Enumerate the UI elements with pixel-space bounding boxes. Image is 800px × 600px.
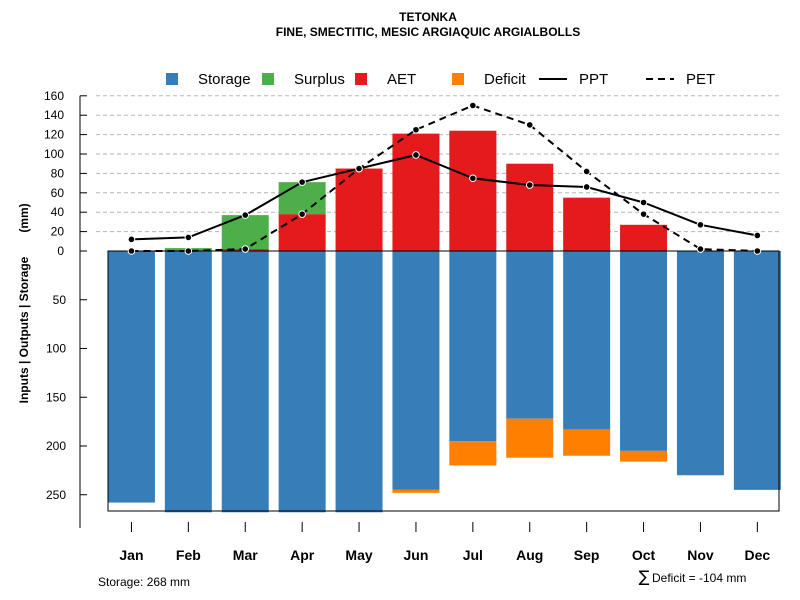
legend-label-pet: PET — [686, 71, 715, 88]
pet-point — [469, 101, 477, 110]
bar-surplus — [278, 182, 326, 215]
bar-aet — [278, 214, 326, 251]
pet-point — [753, 247, 762, 255]
legend-label-aet: AET — [387, 71, 416, 88]
sum-icon: ∑ — [639, 567, 650, 586]
storage-note: Storage: 268 mm — [98, 575, 190, 589]
legend-swatch-deficit — [452, 73, 464, 85]
pet-point — [298, 210, 306, 218]
chart-title: TETONKA — [399, 10, 457, 24]
y-axis-label: Inputs | Outputs | Storage — [17, 256, 31, 403]
pet-point — [184, 247, 193, 255]
bar-surplus — [221, 215, 269, 250]
pet-point — [412, 125, 420, 134]
ppt-point — [127, 235, 136, 244]
x-tick-label: Oct — [632, 547, 656, 563]
legend-swatch-aet — [355, 73, 367, 85]
y-tick-label: 250 — [46, 488, 66, 502]
bar-storage — [335, 251, 383, 513]
bar-deficit — [392, 489, 440, 493]
x-tick-label: Jul — [463, 547, 483, 563]
x-tick-label: Nov — [687, 547, 714, 563]
ppt-point — [184, 233, 193, 242]
y-tick-label: 80 — [51, 166, 65, 180]
y-tick-label: 0 — [57, 244, 64, 258]
y-tick-label: 160 — [44, 89, 64, 103]
x-tick-label: Jun — [404, 547, 429, 563]
pet-line — [131, 104, 758, 252]
x-tick-label: Dec — [745, 547, 771, 563]
bar-storage — [221, 251, 269, 513]
x-tick-label: Sep — [574, 547, 600, 563]
y-tick-label: 100 — [46, 342, 66, 356]
bar-deficit — [506, 418, 554, 458]
x-tick-label: May — [345, 547, 372, 563]
ppt-point — [696, 221, 705, 229]
x-tick-label: Aug — [516, 547, 543, 563]
ppt-point — [355, 164, 363, 173]
pet-point — [127, 247, 136, 255]
bar-deficit — [563, 429, 611, 456]
axes: 0 20 40 60 80 100 120 140 160 50 100 150 200 250 Jan Fe… — [44, 89, 770, 563]
x-tick-label: Apr — [290, 547, 315, 563]
legend-label-surplus: Surplus — [294, 71, 345, 88]
bars — [107, 130, 781, 513]
pet-point — [241, 245, 250, 253]
ppt-point — [753, 231, 762, 240]
y-axis-unit-label: (mm) — [17, 203, 31, 232]
bar-storage — [107, 251, 155, 503]
x-tick-label: Jan — [119, 547, 143, 563]
legend: Storage Surplus AET Deficit PPT PET — [166, 71, 715, 88]
chart-subtitle: FINE, SMECTITIC, MESIC ARGIAQUIC ARGIALB… — [276, 25, 580, 39]
legend-label-storage: Storage — [198, 71, 251, 88]
plot-frame — [107, 250, 780, 512]
deficit-note: Deficit = -104 mm — [652, 571, 746, 585]
y-tick-label: 40 — [51, 205, 65, 219]
bar-storage — [506, 251, 554, 419]
bar-aet — [563, 197, 611, 251]
legend-label-deficit: Deficit — [484, 71, 527, 88]
bar-storage — [164, 251, 212, 513]
ppt-point — [639, 198, 648, 207]
ppt-point — [582, 183, 591, 191]
x-tick-label: Feb — [176, 547, 201, 563]
pet-point — [696, 245, 705, 253]
bar-storage — [620, 251, 668, 451]
ppt-line — [131, 153, 758, 241]
bar-storage — [392, 251, 440, 490]
pet-point — [582, 167, 591, 176]
y-tick-label: 60 — [51, 186, 65, 200]
bar-deficit — [449, 441, 497, 466]
ppt-point — [525, 181, 534, 189]
pet-point — [639, 210, 648, 218]
ppt-point — [298, 178, 306, 186]
legend-swatch-storage — [166, 73, 178, 85]
legend-swatch-surplus — [262, 73, 274, 85]
ppt-point — [241, 211, 250, 219]
y-tick-label: 120 — [44, 128, 64, 142]
x-tick-label: Mar — [233, 547, 258, 563]
ppt-point — [412, 151, 420, 159]
bar-storage — [733, 251, 781, 490]
ppt-point — [469, 174, 477, 183]
y-tick-label: 200 — [46, 439, 66, 453]
legend-label-ppt: PPT — [579, 71, 608, 88]
bar-storage — [563, 251, 611, 430]
y-tick-label: 20 — [51, 225, 65, 239]
y-tick-label: 100 — [44, 147, 64, 161]
y-tick-label: 150 — [46, 390, 66, 404]
bar-aet — [449, 130, 497, 251]
bar-aet — [506, 163, 554, 251]
bar-storage — [676, 251, 724, 476]
y-tick-label: 50 — [53, 293, 67, 307]
y-tick-label: 140 — [44, 108, 64, 122]
series-lines — [127, 101, 762, 255]
bar-deficit — [620, 450, 668, 462]
bar-storage — [278, 251, 326, 513]
bar-storage — [449, 251, 497, 442]
bar-aet — [620, 224, 668, 251]
pet-point — [525, 121, 534, 129]
